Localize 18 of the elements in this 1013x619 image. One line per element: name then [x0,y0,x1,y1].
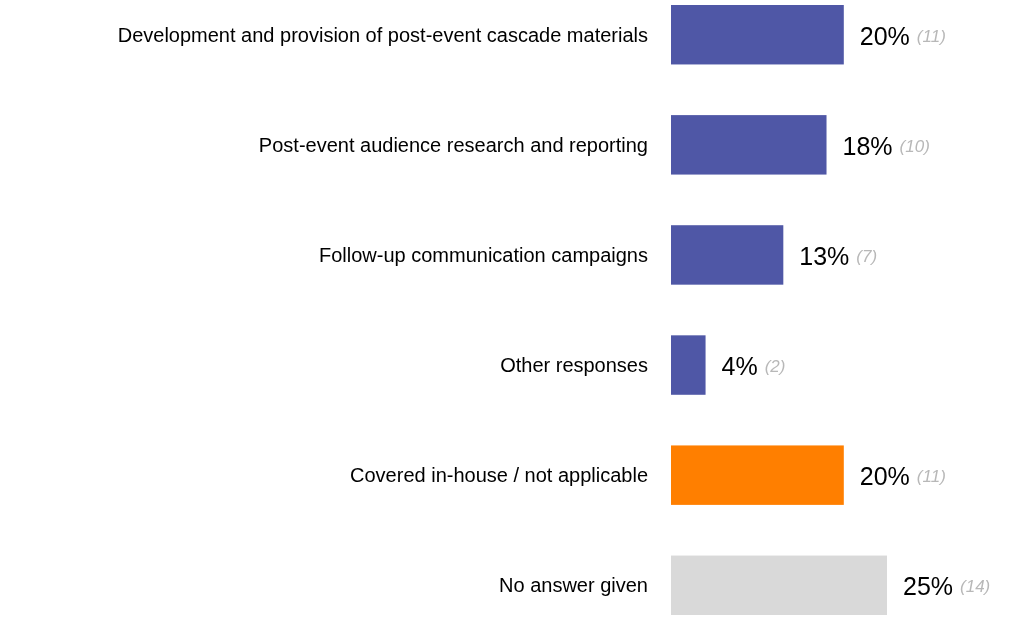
bar [671,5,844,65]
bar [671,225,784,285]
y-tick-label: Development and provision of post-event cascade materials [117,23,648,46]
bar [671,555,887,615]
bar [671,445,844,505]
y-tick-label: Covered in-house / not applicable [350,464,648,487]
bar [671,335,706,395]
data-label: 4% (2) [721,352,786,381]
data-label: 18% (10) [842,131,930,160]
data-label: 13% (7) [799,241,878,270]
data-label: 20% (11) [859,462,946,491]
y-tick-label: No answer given [499,574,648,597]
data-label: 20% (11) [859,21,946,50]
y-tick-label: Other responses [500,354,648,377]
bar [671,115,827,175]
y-tick-label: Post-event audience research and reporting [258,133,648,156]
y-tick-label: Follow-up communication campaigns [318,243,648,266]
data-label: 25% (14) [903,572,991,601]
